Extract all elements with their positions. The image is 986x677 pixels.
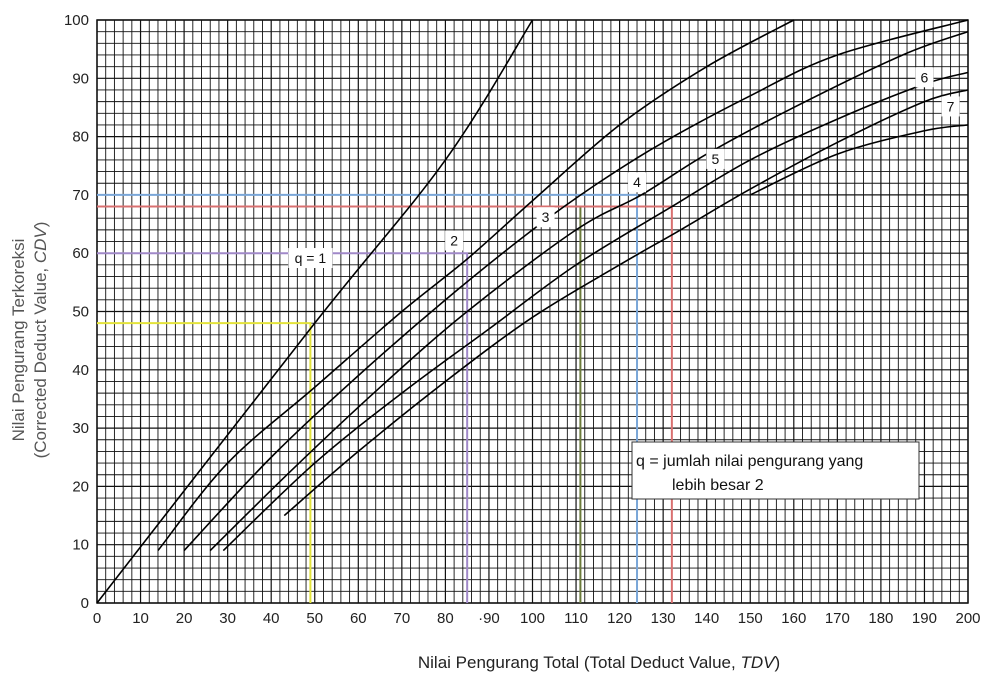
curve-label-text: 3 <box>542 209 550 225</box>
x-tick-label: 30 <box>219 610 236 627</box>
x-tick-label: 70 <box>394 610 411 627</box>
curve-label-bg <box>706 148 725 169</box>
curve-line <box>157 19 795 552</box>
x-tick-label: 50 <box>306 610 323 627</box>
curve-line <box>209 30 969 552</box>
y-tick-label: 30 <box>72 420 89 437</box>
curve-label-text: 7 <box>947 98 955 114</box>
y-tick-label: 50 <box>72 304 89 321</box>
curve-label-text: q = 1 <box>295 250 327 266</box>
curve-label: 6 <box>915 67 934 88</box>
y-tick-label: 10 <box>72 537 89 554</box>
y-tick-label: 80 <box>72 129 89 146</box>
y-axis-title-line1: Nilai Pengurang Terkoreksi <box>9 239 28 442</box>
x-tick-label: 20 <box>176 610 193 627</box>
y-axis-title: Nilai Pengurang Terkoreksi (Corrected De… <box>9 222 50 459</box>
x-tick-label: 200 <box>955 610 980 627</box>
x-tick-label: 120 <box>607 610 632 627</box>
y-axis-title-line2-italic: CDV <box>31 226 50 264</box>
curve-label-text: 5 <box>712 151 720 167</box>
curve-label: q = 1 <box>288 248 333 269</box>
x-axis-title-prefix: Nilai Pengurang Total (Total Deduct Valu… <box>418 653 741 672</box>
curve-label-bg <box>941 96 960 117</box>
y-tick-label: 70 <box>72 187 89 204</box>
curve-line <box>222 71 969 552</box>
note-line1: q = jumlah nilai pengurang yang <box>636 453 863 470</box>
y-axis-title-line2: (Corrected Deduct Value, CDV) <box>31 222 50 459</box>
x-axis-title: Nilai Pengurang Total (Total Deduct Valu… <box>418 653 780 672</box>
y-tick-label: 0 <box>81 595 89 612</box>
x-tick-label: 140 <box>694 610 719 627</box>
x-axis-title-italic: TDV <box>740 653 776 672</box>
x-tick-label: ·90 <box>478 610 500 627</box>
y-tick-label: 20 <box>72 478 89 495</box>
x-tick-label: 130 <box>651 610 676 627</box>
y-axis-title-line2-prefix: (Corrected Deduct Value, <box>31 263 50 458</box>
curve-label-text: 4 <box>633 174 641 190</box>
x-tick-label: 190 <box>912 610 937 627</box>
x-tick-label: 0 <box>93 610 101 627</box>
y-axis-title-line2-suffix: ) <box>31 222 50 228</box>
x-tick-label: 80 <box>437 610 454 627</box>
curve-label-bg <box>536 207 555 228</box>
note-line2: lebih besar 2 <box>672 477 764 494</box>
x-tick-label: 40 <box>263 610 280 627</box>
y-tick-label: 40 <box>72 362 89 379</box>
y-tick-label: 60 <box>72 245 89 262</box>
y-tick-label: 90 <box>72 70 89 87</box>
reference-line <box>97 252 469 603</box>
curve-line <box>749 124 969 196</box>
reference-line <box>97 322 312 603</box>
curve-label: 7 <box>941 96 960 117</box>
y-tick-label: 100 <box>64 12 89 29</box>
x-tick-label: 60 <box>350 610 367 627</box>
y-tick-labels: 0 10 20 30 40 50 60 70 80 90 100 <box>64 12 89 612</box>
curve-label: 4 <box>628 172 647 193</box>
x-tick-label: 110 <box>564 610 588 627</box>
x-tick-label: 150 <box>738 610 763 627</box>
curve-label: 3 <box>536 207 555 228</box>
note-box: q = jumlah nilai pengurang yang lebih be… <box>631 441 920 500</box>
note-box-frame <box>631 441 920 500</box>
curve-labels: q = 1 2 3 4 5 6 7 <box>288 67 960 269</box>
x-axis-title-suffix: ) <box>774 653 780 672</box>
x-tick-label: 10 <box>132 610 149 627</box>
curve-label: 2 <box>445 230 464 251</box>
curve-label-bg <box>288 248 333 269</box>
x-tick-label: 100 <box>520 610 545 627</box>
curve-label-text: 6 <box>921 69 929 85</box>
x-tick-label: 170 <box>825 610 850 627</box>
curve-label: 5 <box>706 148 725 169</box>
x-tick-label: 160 <box>781 610 806 627</box>
curve-line <box>96 19 534 604</box>
curve-label-bg <box>445 230 464 251</box>
curve-label-text: 2 <box>450 233 458 249</box>
curve-label-bg <box>915 67 934 88</box>
curve-line <box>283 89 969 517</box>
grid <box>96 19 969 604</box>
curve-label-bg <box>628 172 647 193</box>
x-tick-label: 180 <box>868 610 893 627</box>
x-tick-labels: 0 10 20 30 40 50 60 70 80 ·90 100 110 120 130 140 150 16… <box>93 610 981 627</box>
